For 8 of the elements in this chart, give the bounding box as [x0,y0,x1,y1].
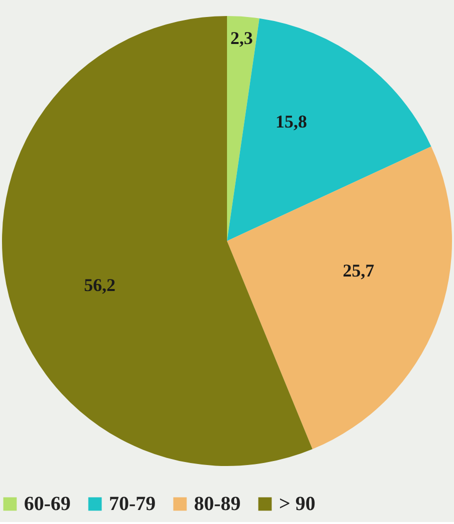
data-label: 15,8 [276,111,308,132]
legend-label: > 90 [279,493,316,515]
data-label: 25,7 [342,260,374,281]
legend-label: 70-79 [109,493,156,515]
legend-label: 60-69 [24,493,71,515]
legend-label: 80-89 [194,493,241,515]
data-label: 2,3 [230,28,253,48]
data-label: 56,2 [84,274,116,295]
